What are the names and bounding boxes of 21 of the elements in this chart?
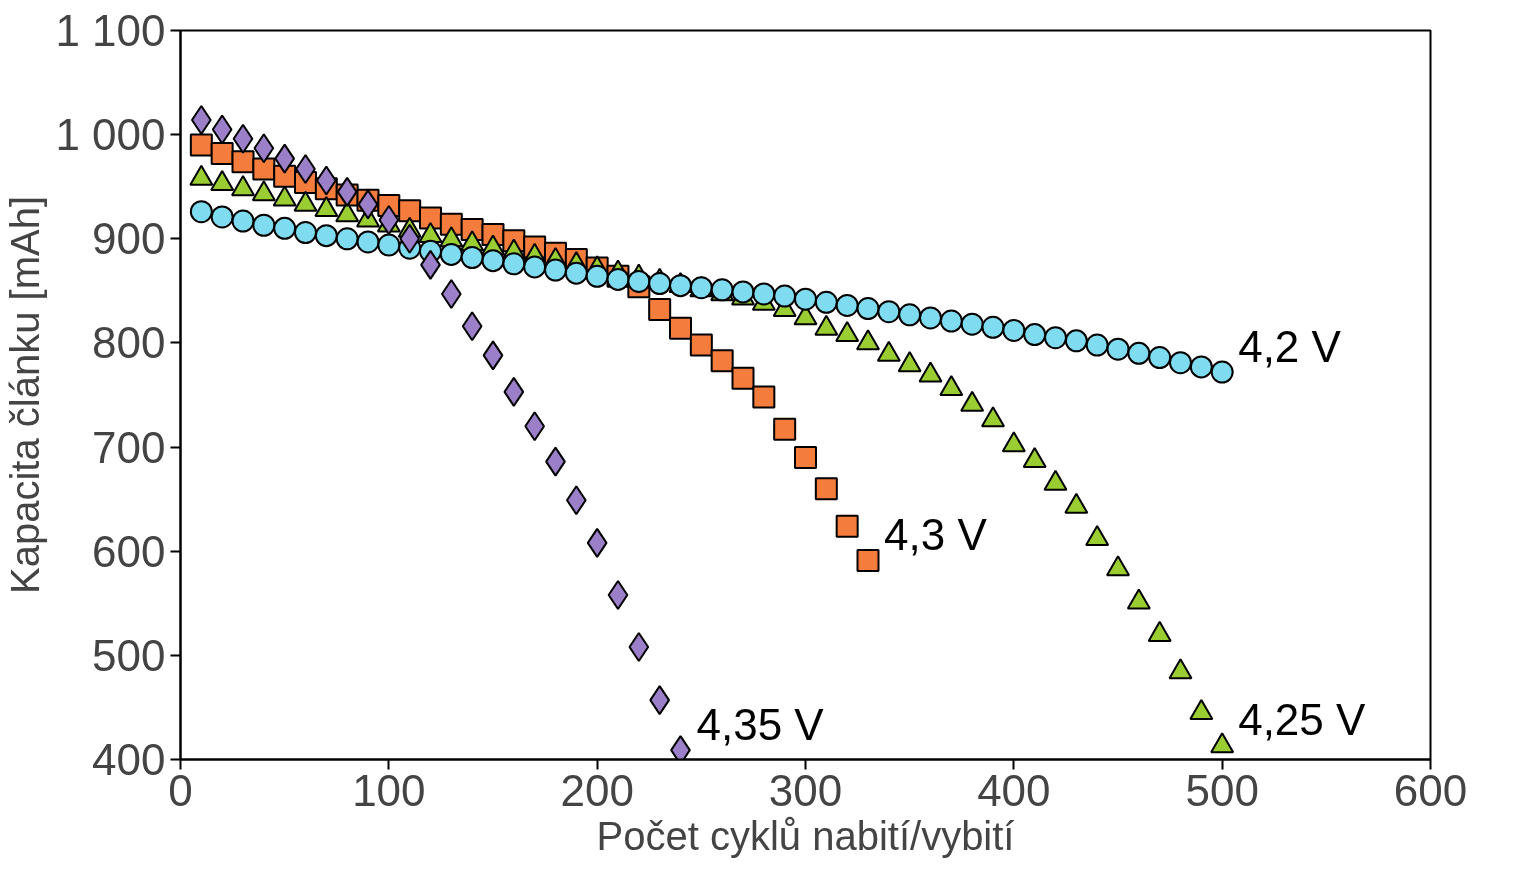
- annotation: 4,35 V: [696, 699, 825, 749]
- y-tick-label: 800: [92, 318, 166, 368]
- x-tick-label: 0: [168, 765, 193, 815]
- y-tick-label: 1 000: [55, 110, 166, 160]
- annotation: 4,25 V: [1238, 695, 1367, 745]
- annotation: 4,2 V: [1238, 321, 1342, 371]
- y-tick-label: 900: [92, 214, 166, 264]
- y-tick-label: 500: [92, 630, 166, 680]
- x-tick-label: 600: [1393, 765, 1468, 815]
- y-tick-label: 400: [92, 735, 166, 784]
- y-tick-label: 600: [92, 526, 166, 576]
- y-tick-label: 1 100: [55, 6, 166, 55]
- annotation: 4,3 V: [884, 510, 988, 560]
- x-tick-label: 100: [352, 765, 426, 815]
- y-axis-title: Kapacita článku [mAh]: [3, 195, 48, 594]
- x-tick-label: 200: [560, 765, 634, 815]
- x-axis-title: Počet cyklů nabití/vybití: [596, 813, 1015, 858]
- x-tick-label: 400: [977, 765, 1051, 815]
- x-tick-label: 500: [1185, 765, 1259, 815]
- y-tick-label: 700: [92, 422, 166, 472]
- x-tick-label: 300: [768, 765, 843, 815]
